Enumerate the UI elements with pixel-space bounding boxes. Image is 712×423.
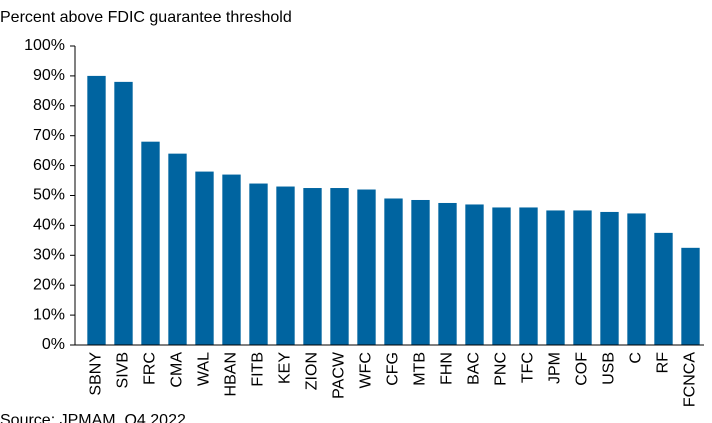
x-tick-label: FCNCA bbox=[682, 352, 699, 407]
y-tick-label: 80% bbox=[33, 97, 65, 114]
x-tick-label: JPM bbox=[547, 352, 564, 384]
bar bbox=[573, 210, 592, 345]
x-tick-label: FITB bbox=[250, 352, 267, 387]
bar bbox=[600, 211, 619, 345]
x-tick-label: TFC bbox=[520, 352, 537, 383]
x-tick-label: COF bbox=[574, 352, 591, 386]
x-tick-label: ZION bbox=[304, 352, 321, 390]
x-tick-label: KEY bbox=[277, 352, 294, 384]
bar bbox=[384, 198, 403, 345]
bar bbox=[249, 183, 268, 345]
y-tick-label: 20% bbox=[33, 276, 65, 293]
y-tick-label: 30% bbox=[33, 247, 65, 264]
bar bbox=[87, 75, 106, 346]
x-tick-label: HBAN bbox=[223, 352, 240, 396]
x-tick-label: FHN bbox=[439, 352, 456, 385]
x-tick-label: PACW bbox=[331, 351, 348, 399]
bar bbox=[438, 202, 457, 345]
x-tick-label: FRC bbox=[142, 352, 159, 385]
y-tick-label: 40% bbox=[33, 217, 65, 234]
bar bbox=[330, 188, 349, 345]
x-tick-label: WAL bbox=[196, 352, 213, 386]
x-tick-label: CFG bbox=[385, 352, 402, 386]
x-tick-label: CMA bbox=[169, 352, 186, 388]
x-tick-label: WFC bbox=[358, 352, 375, 388]
y-tick-label: 50% bbox=[33, 187, 65, 204]
bar bbox=[141, 141, 160, 345]
bar bbox=[465, 204, 484, 345]
bar bbox=[114, 81, 133, 345]
y-tick-label: 100% bbox=[24, 37, 65, 54]
x-tick-label: SIVB bbox=[115, 352, 132, 388]
bar bbox=[303, 188, 322, 345]
bar bbox=[627, 213, 646, 345]
y-tick-label: 60% bbox=[33, 157, 65, 174]
x-tick-label: USB bbox=[601, 352, 618, 385]
x-tick-label: C bbox=[628, 352, 645, 364]
chart-subtitle: Percent above FDIC guarantee threshold bbox=[0, 9, 292, 26]
x-tick-label: MTB bbox=[412, 352, 429, 386]
bar bbox=[654, 232, 673, 345]
bar bbox=[195, 171, 214, 345]
bar bbox=[546, 210, 565, 345]
bar bbox=[681, 247, 700, 345]
source-note: Source: JPMAM, Q4 2022 bbox=[0, 412, 186, 423]
bar bbox=[276, 186, 295, 345]
x-tick-label: RF bbox=[655, 352, 672, 374]
x-tick-label: BAC bbox=[466, 352, 483, 385]
y-tick-label: 0% bbox=[42, 336, 65, 353]
bar bbox=[222, 174, 241, 345]
x-tick-label: PNC bbox=[493, 352, 510, 386]
bar bbox=[357, 189, 376, 345]
y-tick-label: 70% bbox=[33, 127, 65, 144]
y-tick-label: 90% bbox=[33, 67, 65, 84]
y-tick-label: 10% bbox=[33, 306, 65, 323]
bar bbox=[168, 153, 187, 345]
bar bbox=[411, 199, 430, 345]
x-tick-label: SBNY bbox=[88, 352, 105, 396]
bar bbox=[519, 207, 538, 345]
bar bbox=[492, 207, 511, 345]
